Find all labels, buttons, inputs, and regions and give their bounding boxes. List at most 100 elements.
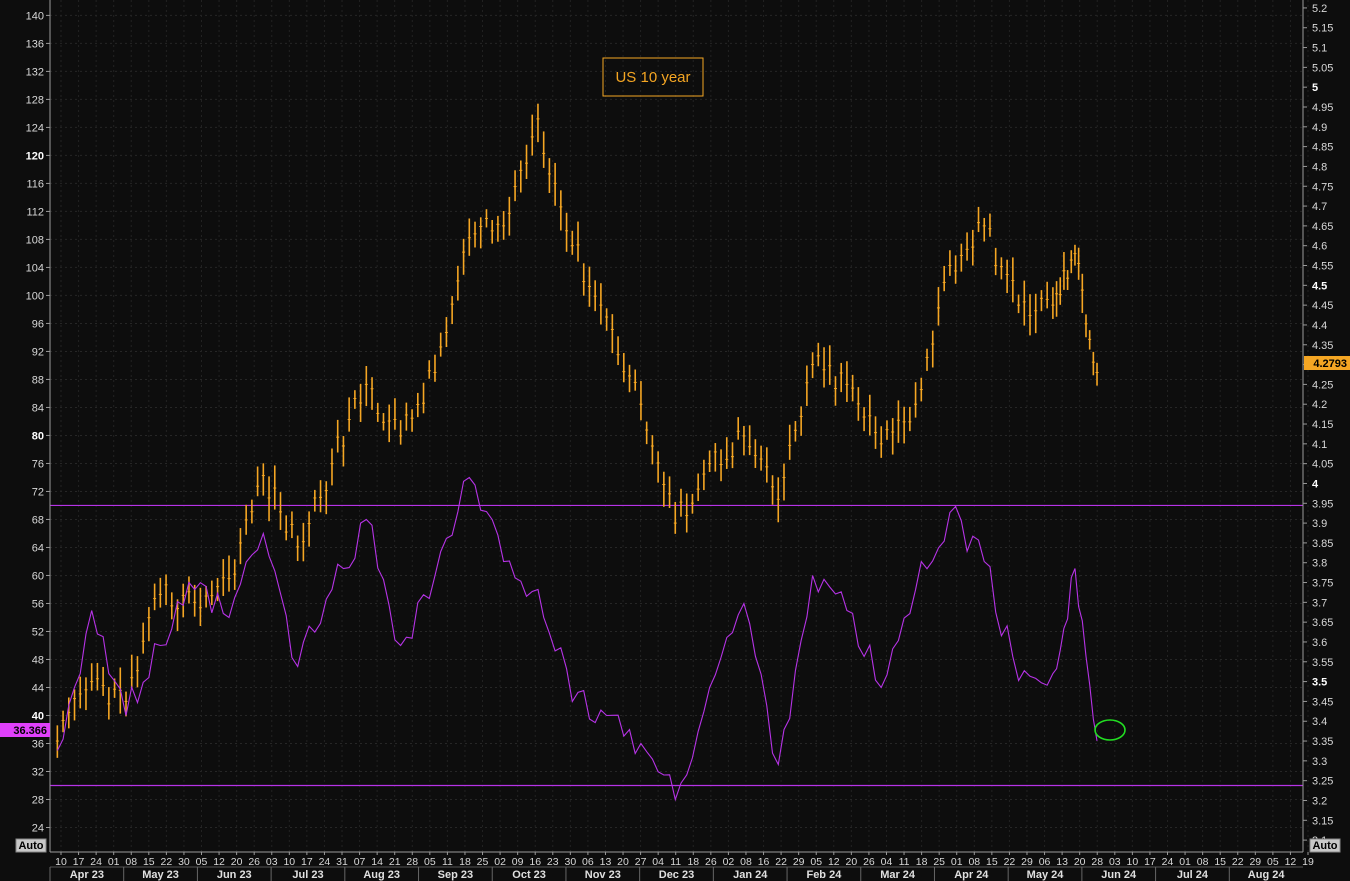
date-tick-label: 15 bbox=[986, 856, 998, 868]
date-tick-label: 26 bbox=[705, 856, 717, 868]
date-tick-label: 01 bbox=[951, 856, 963, 868]
date-tick-label: 30 bbox=[178, 856, 190, 868]
date-tick-label: 15 bbox=[1214, 856, 1226, 868]
right-tick-label: 4.55 bbox=[1312, 261, 1333, 273]
right-tick-label: 5.15 bbox=[1312, 23, 1333, 35]
date-tick-label: 17 bbox=[301, 856, 313, 868]
month-label: Feb 24 bbox=[806, 869, 842, 881]
left-tick-label: 124 bbox=[26, 122, 44, 134]
month-label: Sep 23 bbox=[438, 869, 473, 881]
date-tick-label: 10 bbox=[283, 856, 295, 868]
month-label: Jul 24 bbox=[1177, 869, 1209, 881]
left-tick-label: 92 bbox=[32, 346, 44, 358]
left-auto-button[interactable]: Auto bbox=[15, 838, 47, 853]
right-tick-label: 3.95 bbox=[1312, 498, 1333, 510]
date-tick-label: 06 bbox=[582, 856, 594, 868]
left-tick-label: 132 bbox=[26, 66, 44, 78]
month-label: Apr 24 bbox=[954, 869, 989, 881]
date-tick-label: 02 bbox=[723, 856, 735, 868]
right-tick-label: 3.25 bbox=[1312, 776, 1333, 788]
left-tick-label: 56 bbox=[32, 598, 44, 610]
right-tick-label: 4.1 bbox=[1312, 439, 1327, 451]
month-label: Dec 23 bbox=[659, 869, 694, 881]
right-tick-label: 4.7 bbox=[1312, 201, 1327, 213]
date-tick-label: 08 bbox=[125, 856, 137, 868]
date-tick-label: 24 bbox=[319, 856, 331, 868]
date-tick-label: 12 bbox=[213, 856, 225, 868]
right-tick-label: 3.4 bbox=[1312, 716, 1327, 728]
date-tick-label: 05 bbox=[424, 856, 436, 868]
left-tick-label: 72 bbox=[32, 486, 44, 498]
right-tick-label: 4.2 bbox=[1312, 399, 1327, 411]
date-tick-label: 22 bbox=[775, 856, 787, 868]
legend-box: US 10 year bbox=[602, 57, 704, 97]
month-label: Mar 24 bbox=[880, 869, 916, 881]
month-label: Apr 23 bbox=[70, 869, 104, 881]
right-auto-button[interactable]: Auto bbox=[1309, 838, 1341, 853]
date-tick-label: 04 bbox=[881, 856, 893, 868]
date-tick-label: 05 bbox=[810, 856, 822, 868]
x-axis-month-labels: Apr 23 May 23 Jun 23 Jul 23 Aug 23 Sep 23 Oct … bbox=[49, 867, 1285, 881]
date-tick-label: 10 bbox=[1127, 856, 1139, 868]
right-tick-label: 3.9 bbox=[1312, 518, 1327, 530]
date-tick-label: 17 bbox=[73, 856, 85, 868]
date-tick-label: 24 bbox=[1162, 856, 1174, 868]
date-tick-label: 13 bbox=[600, 856, 612, 868]
left-tick-label: 116 bbox=[26, 178, 44, 190]
left-tick-label: 68 bbox=[32, 514, 44, 526]
month-label: Nov 23 bbox=[585, 869, 621, 881]
date-tick-label: 19 bbox=[1302, 856, 1314, 868]
date-tick-label: 15 bbox=[143, 856, 155, 868]
left-tick-label: 104 bbox=[26, 262, 44, 274]
month-label: Jul 23 bbox=[292, 869, 323, 881]
right-tick-label: 4.35 bbox=[1312, 340, 1333, 352]
date-tick-label: 31 bbox=[336, 856, 348, 868]
reference-lines bbox=[50, 504, 1303, 787]
right-tick-label: 3.55 bbox=[1312, 657, 1333, 669]
left-tick-label: 96 bbox=[32, 318, 44, 330]
date-tick-label: 29 bbox=[793, 856, 805, 868]
left-last-value: 36.366 bbox=[13, 725, 47, 737]
left-last-value-tag: 36.366 bbox=[0, 723, 50, 737]
month-label: Jun 24 bbox=[1101, 869, 1137, 881]
right-tick-label: 3.65 bbox=[1312, 617, 1333, 629]
right-tick-label: 4.5 bbox=[1312, 280, 1327, 292]
left-tick-label: 64 bbox=[32, 542, 44, 554]
date-tick-label: 22 bbox=[161, 856, 173, 868]
date-tick-label: 22 bbox=[1232, 856, 1244, 868]
date-tick-label: 03 bbox=[1109, 856, 1121, 868]
right-tick-label: 3.75 bbox=[1312, 578, 1333, 590]
date-tick-label: 13 bbox=[1056, 856, 1068, 868]
left-tick-label: 100 bbox=[26, 290, 44, 302]
left-tick-label: 76 bbox=[32, 458, 44, 470]
left-tick-label: 120 bbox=[26, 150, 44, 162]
date-tick-label: 08 bbox=[1197, 856, 1209, 868]
date-tick-label: 29 bbox=[1021, 856, 1033, 868]
month-label: Jun 23 bbox=[217, 869, 252, 881]
date-tick-label: 06 bbox=[1039, 856, 1051, 868]
date-tick-label: 14 bbox=[371, 856, 383, 868]
date-tick-label: 08 bbox=[740, 856, 752, 868]
date-tick-label: 11 bbox=[442, 856, 453, 868]
right-tick-label: 4.85 bbox=[1312, 142, 1333, 154]
right-tick-label: 3.35 bbox=[1312, 736, 1333, 748]
date-tick-label: 04 bbox=[652, 856, 664, 868]
right-axis-ticks: 3.13.153.23.253.33.353.43.453.53.553.63.… bbox=[1303, 3, 1333, 847]
date-tick-label: 05 bbox=[196, 856, 208, 868]
date-tick-label: 16 bbox=[758, 856, 770, 868]
right-tick-label: 4.8 bbox=[1312, 161, 1327, 173]
date-tick-label: 30 bbox=[564, 856, 576, 868]
date-tick-label: 12 bbox=[828, 856, 840, 868]
left-auto-label: Auto bbox=[18, 840, 43, 852]
left-tick-label: 48 bbox=[32, 654, 44, 666]
date-tick-label: 21 bbox=[389, 856, 401, 868]
date-tick-label: 20 bbox=[1074, 856, 1086, 868]
legend-label: US 10 year bbox=[615, 69, 690, 86]
date-tick-label: 08 bbox=[968, 856, 980, 868]
date-tick-label: 17 bbox=[1144, 856, 1156, 868]
left-tick-label: 40 bbox=[32, 710, 44, 722]
left-tick-label: 36 bbox=[32, 738, 44, 750]
date-tick-label: 27 bbox=[635, 856, 647, 868]
right-tick-label: 3.3 bbox=[1312, 756, 1327, 768]
